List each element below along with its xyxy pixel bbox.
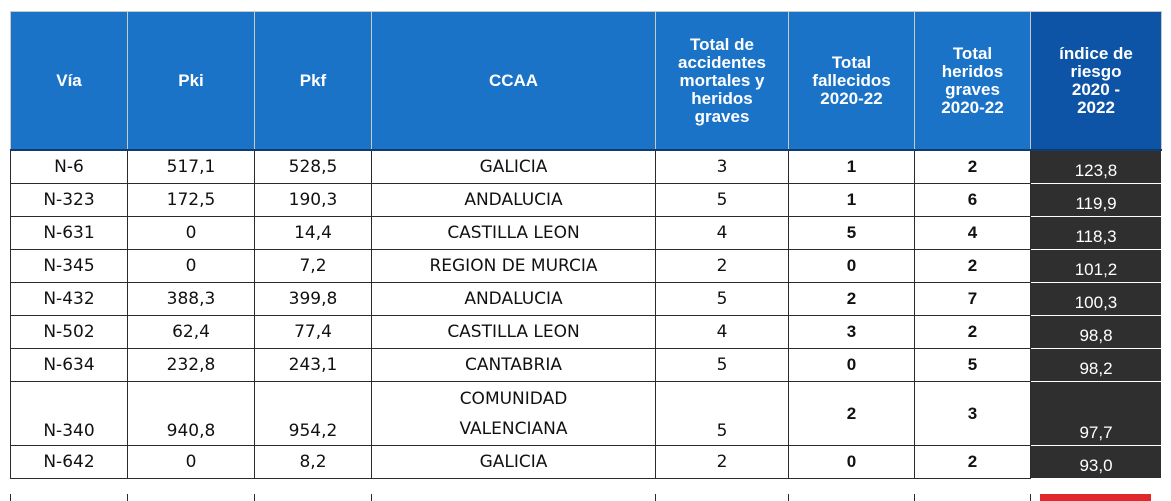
cell-injured: 4 [914, 216, 1031, 250]
cell-risk-index: 118,3 [1030, 216, 1162, 250]
table-row: N-432 388,3 399,8 ANDALUCIA 5 2 7 100,3 [10, 282, 1162, 316]
cell-total: 3 [655, 149, 789, 184]
next-row-borders [10, 494, 1161, 501]
next-row-risk-highlight [1040, 494, 1151, 501]
risk-index-table: Vía Pki Pkf CCAA Total de accidentes mor… [10, 11, 1162, 479]
cell-total: 2 [655, 249, 789, 283]
cell-risk-index: 98,8 [1030, 315, 1162, 349]
cell-ccaa: ANDALUCIA [371, 282, 656, 316]
cell-pkf: 7,2 [254, 249, 372, 283]
table-row: N-345 0 7,2 REGION DE MURCIA 2 0 2 101,2 [10, 249, 1162, 283]
cell-ccaa-line2: VALENCIANA [459, 418, 568, 439]
cell-injured: 2 [914, 445, 1031, 479]
table-row: N-631 0 14,4 CASTILLA LEON 4 5 4 118,3 [10, 216, 1162, 250]
table-row: N-6 517,1 528,5 GALICIA 3 1 2 123,8 [10, 149, 1162, 184]
cell-risk-index: 93,0 [1030, 445, 1162, 479]
cell-pkf: 190,3 [254, 183, 372, 217]
cell-injured: 2 [914, 249, 1031, 283]
cell-ccaa: CASTILLA LEON [371, 216, 656, 250]
cell-total: 4 [655, 216, 789, 250]
cell-total: 2 [655, 445, 789, 479]
cell-deaths: 2 [788, 282, 915, 316]
cell-pkf: 8,2 [254, 445, 372, 479]
cell-injured: 5 [914, 348, 1031, 382]
cell-total: 5 [655, 381, 789, 446]
cell-injured: 6 [914, 183, 1031, 217]
cell-via: N-631 [10, 216, 128, 250]
cell-risk-index: 98,2 [1030, 348, 1162, 382]
cell-risk-index: 100,3 [1030, 282, 1162, 316]
header-total-accidents: Total de accidentes mortales y heridos g… [655, 11, 789, 151]
cell-via: N-340 [10, 381, 128, 446]
cell-pki: 940,8 [127, 381, 255, 446]
header-ccaa: CCAA [371, 11, 656, 151]
cell-pkf: 528,5 [254, 149, 372, 184]
cell-deaths: 0 [788, 445, 915, 479]
header-pkf: Pkf [254, 11, 372, 151]
cell-deaths: 0 [788, 249, 915, 283]
cell-pkf: 77,4 [254, 315, 372, 349]
cell-deaths: 1 [788, 183, 915, 217]
table-row: N-642 0 8,2 GALICIA 2 0 2 93,0 [10, 445, 1162, 479]
cell-via: N-432 [10, 282, 128, 316]
table-row: N-502 62,4 77,4 CASTILLA LEON 4 3 2 98,8 [10, 315, 1162, 349]
cell-total: 5 [655, 348, 789, 382]
cell-pki: 0 [127, 445, 255, 479]
header-total-deaths: Total fallecidos 2020-22 [788, 11, 915, 151]
cell-via: N-345 [10, 249, 128, 283]
cell-injured: 2 [914, 149, 1031, 184]
cell-pki: 0 [127, 216, 255, 250]
cell-ccaa: CANTABRIA [371, 348, 656, 382]
cell-total: 5 [655, 183, 789, 217]
cell-risk-index: 101,2 [1030, 249, 1162, 283]
cell-ccaa: GALICIA [371, 149, 656, 184]
cell-deaths: 2 [788, 381, 915, 446]
cell-injured: 2 [914, 315, 1031, 349]
cell-ccaa: GALICIA [371, 445, 656, 479]
risk-table-container: Vía Pki Pkf CCAA Total de accidentes mor… [10, 11, 1162, 479]
cell-pkf: 954,2 [254, 381, 372, 446]
cell-deaths: 3 [788, 315, 915, 349]
cell-pki: 388,3 [127, 282, 255, 316]
table-row: N-634 232,8 243,1 CANTABRIA 5 0 5 98,2 [10, 348, 1162, 382]
cell-via: N-634 [10, 348, 128, 382]
cell-pki: 232,8 [127, 348, 255, 382]
cell-deaths: 5 [788, 216, 915, 250]
cell-ccaa-line1: COMUNIDAD [459, 388, 568, 409]
cell-ccaa: ANDALUCIA [371, 183, 656, 217]
cell-pkf: 399,8 [254, 282, 372, 316]
table-row: N-340 940,8 954,2 COMUNIDAD VALENCIANA 5… [10, 381, 1162, 446]
cell-via: N-323 [10, 183, 128, 217]
cell-pki: 172,5 [127, 183, 255, 217]
cell-deaths: 1 [788, 149, 915, 184]
cell-pki: 62,4 [127, 315, 255, 349]
cell-injured: 3 [914, 381, 1031, 446]
header-risk-index: índice de riesgo 2020 - 2022 [1030, 11, 1162, 151]
cell-total: 4 [655, 315, 789, 349]
cell-risk-index: 123,8 [1030, 149, 1162, 184]
cell-injured: 7 [914, 282, 1031, 316]
cell-via: N-642 [10, 445, 128, 479]
cell-pki: 0 [127, 249, 255, 283]
cell-ccaa: REGION DE MURCIA [371, 249, 656, 283]
cell-risk-index: 119,9 [1030, 183, 1162, 217]
cell-total: 5 [655, 282, 789, 316]
cell-pkf: 14,4 [254, 216, 372, 250]
header-via: Vía [10, 11, 128, 151]
cell-ccaa: COMUNIDAD VALENCIANA [371, 381, 656, 446]
cell-ccaa: CASTILLA LEON [371, 315, 656, 349]
cell-pki: 517,1 [127, 149, 255, 184]
table-row: N-323 172,5 190,3 ANDALUCIA 5 1 6 119,9 [10, 183, 1162, 217]
cell-deaths: 0 [788, 348, 915, 382]
header-pki: Pki [127, 11, 255, 151]
cell-via: N-502 [10, 315, 128, 349]
header-total-injured: Total heridos graves 2020-22 [914, 11, 1031, 151]
cell-pkf: 243,1 [254, 348, 372, 382]
cell-via: N-6 [10, 149, 128, 184]
header-row: Vía Pki Pkf CCAA Total de accidentes mor… [10, 11, 1162, 151]
cell-risk-index: 97,7 [1030, 381, 1162, 446]
